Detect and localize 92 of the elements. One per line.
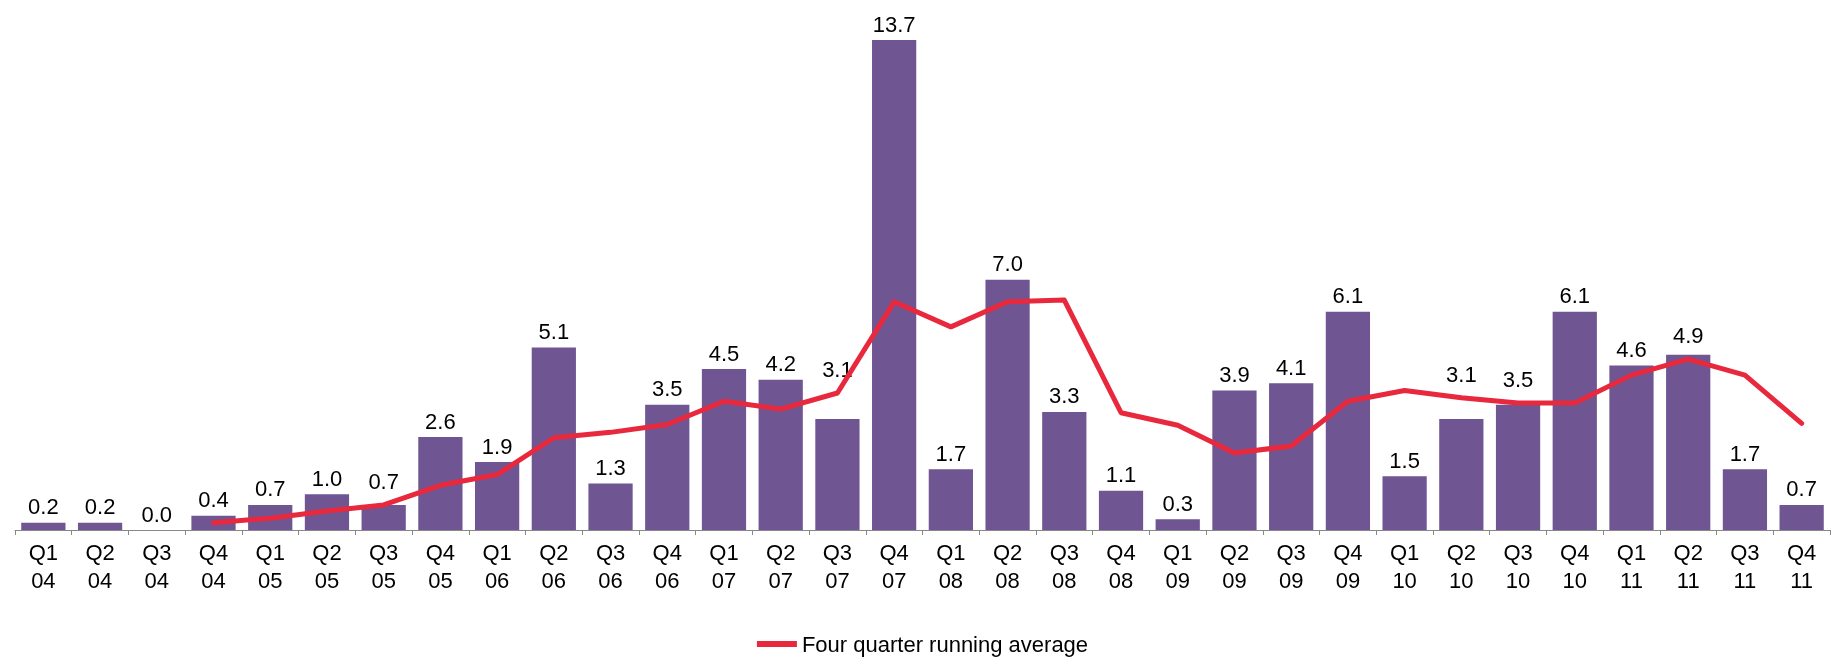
x-tick-label: Q3 11 [1730, 539, 1760, 593]
data-label: 4.1 [1275, 354, 1307, 380]
x-tick-label: Q2 04 [85, 539, 115, 593]
bar [1269, 383, 1314, 530]
data-label: 0.7 [368, 469, 399, 495]
x-tick-label: Q3 07 [822, 539, 853, 593]
bar [928, 469, 973, 530]
data-label: 3.5 [1502, 367, 1534, 393]
data-label: 4.9 [1672, 323, 1704, 349]
bar [1042, 411, 1087, 530]
data-label: 0.2 [84, 494, 116, 520]
bar [361, 504, 406, 530]
x-tick-label: Q4 10 [1560, 539, 1590, 593]
data-label: 6.1 [1559, 283, 1591, 309]
data-label: 3.3 [1049, 383, 1080, 409]
x-tick-label: Q4 05 [425, 539, 456, 593]
data-label: 3.9 [1219, 362, 1250, 388]
data-label: 0.4 [198, 487, 229, 513]
data-label: 3.1 [1446, 362, 1477, 388]
data-label: 4.5 [708, 340, 740, 366]
bar [474, 462, 520, 530]
data-label: 0.7 [1786, 476, 1817, 502]
x-tick-label: Q1 08 [936, 539, 966, 593]
bar [1382, 476, 1427, 530]
bar [1325, 311, 1371, 530]
x-tick-label: Q3 10 [1503, 539, 1533, 593]
data-label: 1.7 [1729, 440, 1761, 466]
bar [1722, 469, 1768, 530]
bar [21, 522, 66, 530]
data-label: 4.2 [765, 351, 796, 377]
bar [1552, 311, 1597, 530]
x-tick-label: Q2 10 [1446, 539, 1477, 593]
bar [1155, 519, 1200, 530]
data-label: 4.6 [1616, 336, 1647, 362]
x-tick-label: Q2 07 [766, 539, 796, 593]
x-tick-label: Q1 10 [1389, 539, 1420, 593]
bar [815, 419, 860, 530]
data-label: 0.2 [28, 494, 59, 520]
data-label: 13.7 [872, 11, 916, 37]
bar [1609, 365, 1654, 530]
x-tick-label: Q3 04 [142, 539, 172, 593]
bar [531, 347, 576, 530]
legend-label: Four quarter running average [801, 631, 1089, 657]
bar [1439, 419, 1484, 530]
x-tick-label: Q2 08 [992, 539, 1023, 593]
data-label: 3.5 [651, 376, 683, 402]
data-label: 1.5 [1389, 447, 1420, 473]
bar [1098, 490, 1144, 530]
data-label: 1.0 [311, 465, 343, 491]
data-label: 0.7 [254, 476, 286, 502]
bar [1212, 390, 1257, 530]
x-tick-label: Q4 07 [879, 539, 909, 593]
data-label: 1.3 [595, 455, 626, 480]
x-tick-label: Q3 06 [595, 539, 626, 593]
data-label: 1.7 [935, 440, 967, 466]
bar [77, 522, 123, 530]
x-tick-label: Q4 08 [1106, 539, 1136, 593]
x-tick-label: Q4 06 [652, 539, 682, 593]
x-tick-label: Q3 05 [368, 539, 399, 593]
x-tick-label: Q1 09 [1163, 539, 1193, 593]
bar [1495, 404, 1541, 530]
bar [1779, 504, 1824, 530]
x-tick-label: Q1 06 [482, 539, 512, 593]
data-label: 1.1 [1105, 462, 1137, 488]
data-label: 7.0 [992, 251, 1023, 277]
bar [645, 404, 690, 530]
bar [758, 379, 803, 530]
bar [588, 483, 633, 530]
bar [985, 279, 1030, 530]
bar [872, 40, 917, 530]
bar [1666, 354, 1711, 530]
x-tick-label: Q3 08 [1049, 539, 1079, 593]
bar [701, 369, 747, 530]
data-label: 0.3 [1162, 490, 1194, 516]
x-tick-label: Q2 09 [1219, 539, 1250, 593]
x-tick-label: Q4 09 [1333, 539, 1363, 593]
data-label: 2.6 [425, 408, 456, 434]
bar [418, 437, 463, 530]
data-label: 0.0 [141, 501, 173, 527]
x-tick-label: Q4 04 [198, 539, 229, 593]
x-tick-label: Q3 09 [1276, 539, 1306, 593]
data-label: 5.1 [538, 319, 570, 345]
x-tick-label: Q2 11 [1673, 539, 1703, 593]
x-tick-label: Q1 04 [28, 539, 59, 593]
x-tick-label: Q4 11 [1786, 539, 1817, 593]
x-tick-label: Q1 07 [709, 539, 739, 593]
x-tick-label: Q1 11 [1616, 539, 1647, 593]
data-label: 6.1 [1332, 283, 1364, 309]
data-label: 1.9 [481, 433, 513, 459]
x-tick-label: Q1 05 [255, 539, 285, 593]
x-tick-label: Q2 05 [312, 539, 342, 593]
x-tick-label: Q2 06 [539, 539, 569, 593]
